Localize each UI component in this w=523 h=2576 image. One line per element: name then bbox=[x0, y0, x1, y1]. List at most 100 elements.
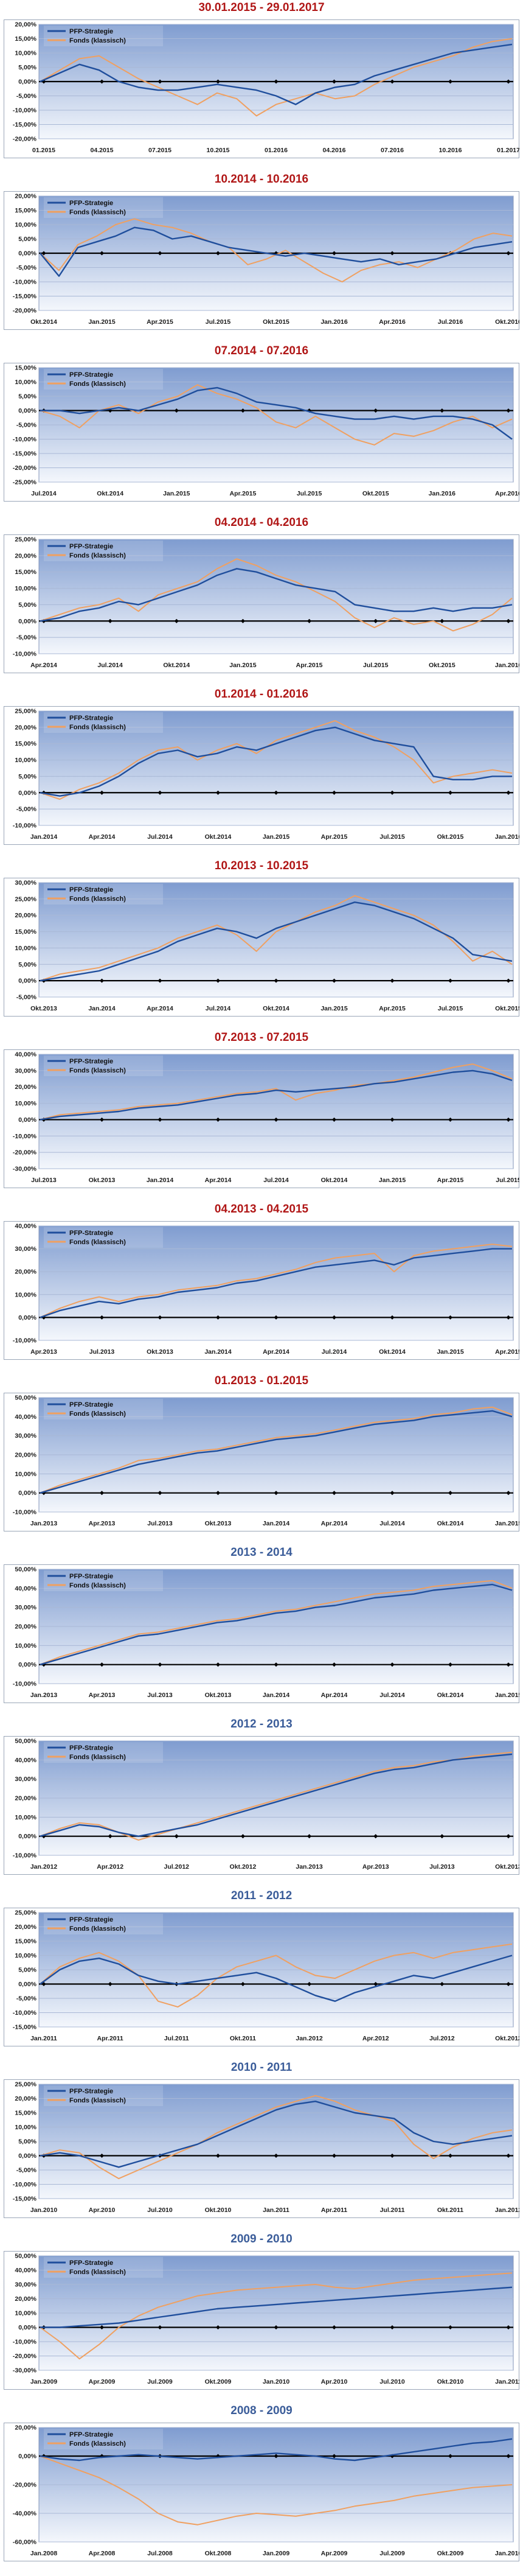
x-tick-label: Jan.2014 bbox=[30, 833, 58, 841]
x-tick-label: Okt.2014 bbox=[437, 1692, 464, 1699]
y-tick-label: -40,00% bbox=[13, 2510, 37, 2518]
chart-title: 2010 - 2011 bbox=[230, 2061, 293, 2074]
x-tick-label: Jan.2011 bbox=[30, 2035, 57, 2042]
x-tick-label: Apr.2008 bbox=[89, 2550, 116, 2557]
x-tick-label: Okt.2009 bbox=[437, 2550, 464, 2557]
legend-label: PFP-Strategie bbox=[69, 715, 113, 722]
series-line-pfp-strategie bbox=[40, 43, 513, 105]
legend: PFP-Strategie Fonds (klassisch) bbox=[44, 2085, 163, 2106]
y-tick-label: 5,00% bbox=[18, 236, 36, 243]
axis-marker bbox=[440, 408, 445, 413]
legend-label: PFP-Strategie bbox=[69, 1401, 113, 1409]
chart-title: 2009 - 2010 bbox=[230, 2233, 293, 2245]
legend: PFP-Strategie Fonds (klassisch) bbox=[44, 197, 163, 218]
legend: PFP-Strategie Fonds (klassisch) bbox=[44, 541, 163, 561]
x-tick-label: Apr.2016 bbox=[379, 318, 406, 326]
legend-label: PFP-Strategie bbox=[69, 1916, 113, 1923]
series-line-fonds-klassisch bbox=[40, 720, 513, 800]
line-chart: 20,00% 15,00% 10,00% 5,00% 0,00% -5,00% -10,00… bbox=[4, 191, 519, 330]
y-tick-label: -5,00% bbox=[16, 994, 37, 1001]
series-line-fonds-klassisch bbox=[40, 384, 513, 446]
x-tick-label: Apr.2013 bbox=[89, 1520, 116, 1527]
x-tick-label: Jan.2015 bbox=[88, 318, 116, 326]
y-tick-label: 5,00% bbox=[18, 961, 36, 968]
y-tick-label: -10,00% bbox=[13, 1852, 37, 1860]
y-tick-label: 0,00% bbox=[18, 789, 36, 797]
x-tick-label: Apr.2011 bbox=[321, 2207, 347, 2214]
axis-marker bbox=[274, 1315, 279, 1320]
y-tick-label: 0,00% bbox=[18, 2152, 36, 2160]
y-tick-label: 20,00% bbox=[15, 912, 36, 919]
x-tick-label: Jul.2015 bbox=[438, 1005, 463, 1012]
series-line-pfp-strategie bbox=[40, 901, 513, 982]
y-tick-label: -5,00% bbox=[16, 422, 37, 429]
x-tick-label: Apr.2009 bbox=[89, 2378, 116, 2385]
x-tick-label: Apr.2014 bbox=[205, 1177, 232, 1184]
y-tick-label: 20,00% bbox=[15, 1269, 36, 1276]
x-tick-label: Jul.2014 bbox=[206, 1005, 231, 1012]
y-tick-label: 10,00% bbox=[15, 2124, 36, 2131]
axis-marker bbox=[506, 1662, 511, 1667]
y-tick-label: 5,00% bbox=[18, 2138, 36, 2146]
axis-marker bbox=[174, 618, 179, 623]
x-tick-label: Jan.2012 bbox=[296, 2035, 323, 2042]
y-tick-label: 50,00% bbox=[15, 1566, 36, 1573]
legend: PFP-Strategie Fonds (klassisch) bbox=[44, 1570, 163, 1591]
x-tick-label: Jan.2015 bbox=[229, 662, 257, 669]
x-tick-label: Jul.2011 bbox=[164, 2035, 189, 2042]
legend-label: Fonds (klassisch) bbox=[69, 37, 126, 44]
axis-marker bbox=[373, 408, 378, 413]
y-tick-label: 30,00% bbox=[15, 1245, 36, 1253]
x-tick-label: 10.2015 bbox=[207, 147, 230, 154]
x-tick-label: Apr.2015 bbox=[379, 1005, 406, 1012]
line-chart: 40,00% 30,00% 20,00% 10,00% 0,00% -10,00% Apr.… bbox=[4, 1221, 519, 1360]
x-tick-label: Okt.2012 bbox=[230, 1863, 257, 1871]
x-tick-label: Apr.2016 bbox=[495, 490, 519, 497]
x-tick-label: Jan.2016 bbox=[429, 490, 456, 497]
series-line-pfp-strategie bbox=[40, 1410, 513, 1494]
x-tick-label: 01.2016 bbox=[265, 147, 288, 154]
chart-title: 01.2014 - 01.2016 bbox=[214, 688, 309, 701]
y-tick-label: -10,00% bbox=[13, 1681, 37, 1688]
x-tick-label: 01.2015 bbox=[32, 147, 55, 154]
y-tick-label: 10,00% bbox=[15, 1100, 36, 1107]
x-tick-label: Jan.2015 bbox=[495, 1692, 519, 1699]
line-chart: 50,00% 40,00% 30,00% 20,00% 10,00% 0,00% -10,0… bbox=[4, 1736, 519, 1875]
x-tick-label: Okt.2015 bbox=[429, 662, 455, 669]
x-tick-label: Apr.2015 bbox=[321, 833, 348, 841]
y-tick-label: -20,00% bbox=[13, 464, 37, 472]
legend-label: Fonds (klassisch) bbox=[69, 1239, 126, 1246]
x-tick-label: Okt.2010 bbox=[437, 2378, 464, 2385]
legend-label: Fonds (klassisch) bbox=[69, 2269, 126, 2276]
axis-marker bbox=[99, 1491, 105, 1496]
x-tick-label: Apr.2012 bbox=[362, 2035, 389, 2042]
y-tick-label: -10,00% bbox=[13, 1133, 37, 1140]
x-tick-label: Jan.2011 bbox=[263, 2207, 289, 2214]
y-tick-label: 30,00% bbox=[15, 1067, 36, 1074]
axis-marker bbox=[240, 408, 245, 413]
y-tick-label: -10,00% bbox=[13, 1337, 37, 1345]
line-chart: 30,00% 25,00% 20,00% 15,00% 10,00% 5,00% 0,00%… bbox=[4, 878, 519, 1017]
axis-marker bbox=[331, 79, 337, 84]
x-tick-label: Okt.2015 bbox=[495, 1005, 519, 1012]
y-tick-label: 30,00% bbox=[15, 2281, 36, 2289]
x-tick-label: Jul.2014 bbox=[263, 1177, 289, 1184]
x-tick-label: Jul.2013 bbox=[31, 1177, 57, 1184]
axis-marker bbox=[215, 790, 221, 795]
y-tick-label: 20,00% bbox=[15, 193, 36, 200]
x-tick-label: Apr.2013 bbox=[362, 1863, 389, 1871]
axis-marker bbox=[506, 1491, 511, 1496]
series-line-pfp-strategie bbox=[40, 1069, 513, 1121]
series-line-fonds-klassisch bbox=[40, 1406, 513, 1494]
axis-marker bbox=[506, 790, 511, 795]
axis-marker bbox=[108, 1834, 113, 1839]
y-tick-label: 20,00% bbox=[15, 2424, 36, 2432]
line-chart: 25,00% 20,00% 15,00% 10,00% 5,00% 0,00% -5,00%… bbox=[4, 534, 519, 673]
y-tick-label: 5,00% bbox=[18, 773, 36, 780]
axis-marker bbox=[506, 1834, 511, 1839]
y-tick-label: 40,00% bbox=[15, 1757, 36, 1764]
axis-marker bbox=[506, 79, 511, 84]
chart-title: 10.2013 - 10.2015 bbox=[214, 859, 309, 872]
x-tick-label: Apr.2009 bbox=[321, 2550, 348, 2557]
series-line-pfp-strategie bbox=[40, 387, 513, 440]
